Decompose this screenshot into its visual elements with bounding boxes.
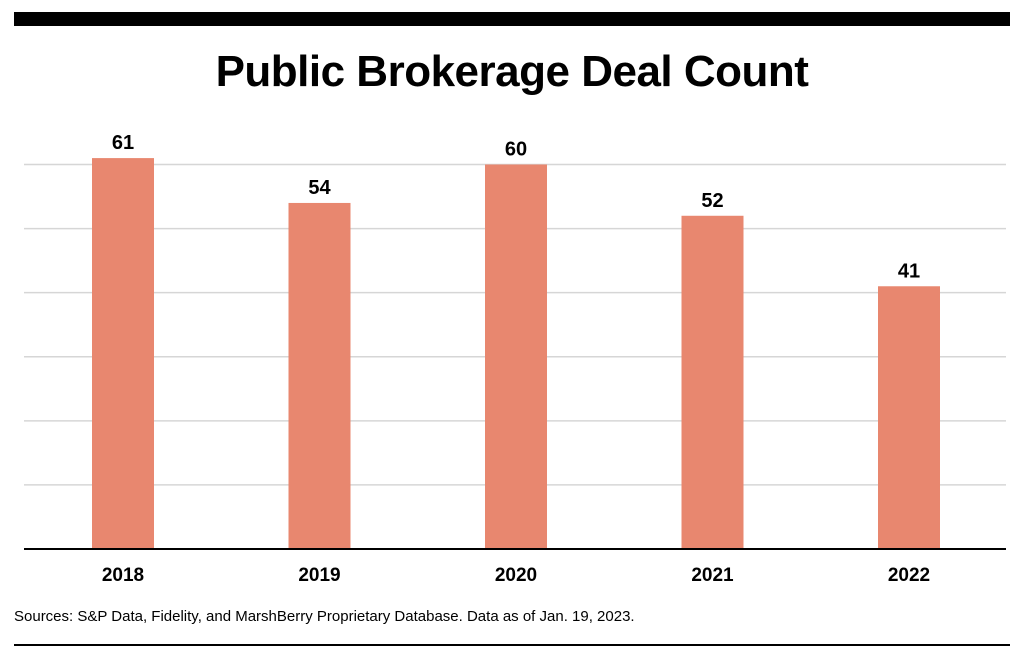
bar-2022 (878, 286, 940, 549)
chart-title: Public Brokerage Deal Count (215, 47, 809, 96)
bar-2019 (288, 202, 351, 549)
sources-note: Sources: S&P Data, Fidelity, and MarshBe… (14, 608, 635, 625)
bar-2021 (681, 215, 744, 549)
x-tick-2019: 2019 (298, 565, 340, 586)
data-label-2021: 52 (701, 190, 723, 212)
data-label-2020: 60 (505, 139, 527, 161)
data-label-2022: 41 (898, 260, 920, 282)
x-tick-2022: 2022 (888, 565, 930, 586)
top-rule (14, 12, 1010, 26)
x-axis-ticks: 2018 2019 2020 2021 2022 (102, 565, 930, 586)
x-tick-2018: 2018 (102, 565, 144, 586)
bar-chart: 61 54 60 52 41 2018 2019 2020 2021 2022 (24, 132, 1006, 586)
data-labels: 61 54 60 52 41 (112, 132, 920, 282)
bar-2018 (92, 158, 154, 549)
x-tick-2020: 2020 (495, 565, 537, 586)
x-tick-2021: 2021 (691, 565, 734, 586)
bar-2020 (485, 164, 547, 549)
bars (92, 158, 940, 549)
data-label-2019: 54 (308, 177, 331, 199)
data-label-2018: 61 (112, 132, 134, 154)
bottom-rule (14, 644, 1010, 646)
